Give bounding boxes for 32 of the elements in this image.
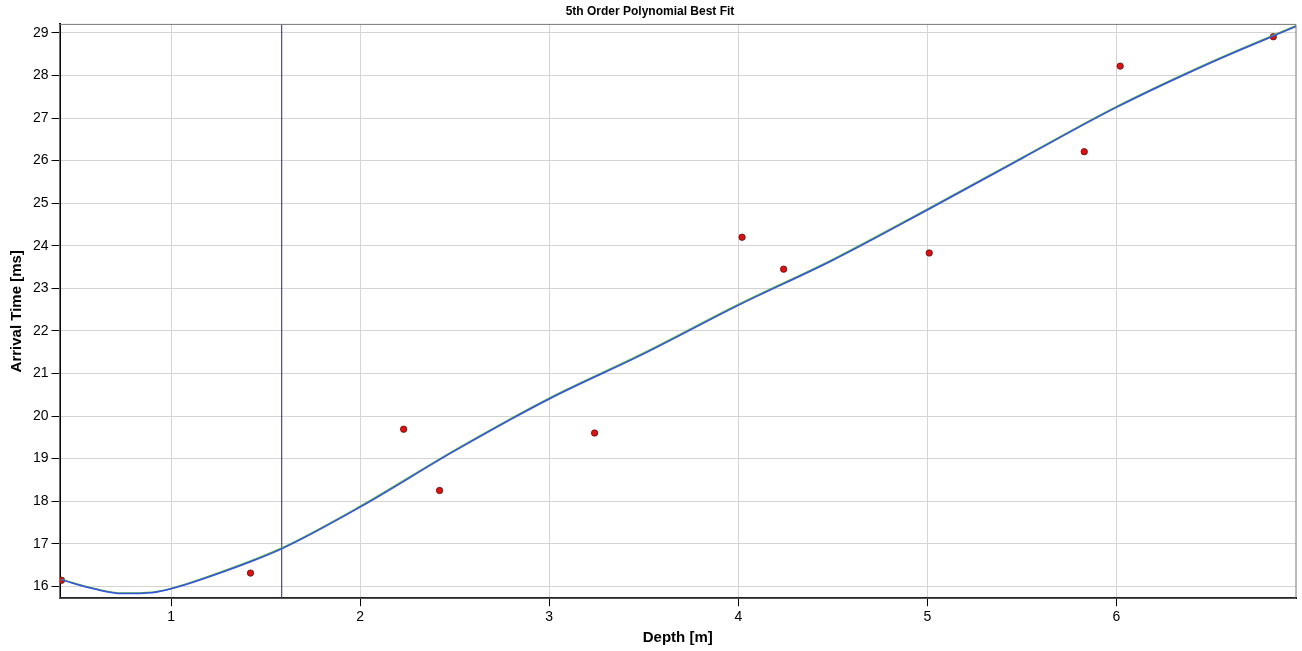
point <box>1116 62 1124 70</box>
y-tick-label: 26 <box>32 151 49 168</box>
x-tick-label: 1 <box>167 608 176 625</box>
x-tick-label: 5 <box>923 608 932 625</box>
x-tick-label: 3 <box>545 608 554 625</box>
point <box>591 429 599 437</box>
y-tick-label: 28 <box>32 66 49 83</box>
point <box>246 569 255 577</box>
y-tick-label: 17 <box>32 534 49 551</box>
chart-title: 5th Order Polynomial Best Fit <box>565 3 735 18</box>
y-tick-label: 29 <box>32 23 49 40</box>
x-tick-label: 4 <box>734 608 743 625</box>
y-tick-label: 16 <box>32 577 49 594</box>
y-tick-label: 18 <box>32 492 49 509</box>
y-tick-label: 23 <box>32 279 49 296</box>
y-tick-label: 25 <box>32 194 49 211</box>
x-tick-label: 2 <box>356 608 365 625</box>
x-tick-label: 6 <box>1112 608 1121 625</box>
x-axis-title: Depth [m] <box>642 628 713 646</box>
y-tick-label: 20 <box>32 406 49 423</box>
point <box>925 249 933 257</box>
y-axis-title: Arrival Time [ms] <box>7 250 25 373</box>
point <box>435 486 444 495</box>
y-tick-label: 19 <box>32 449 49 466</box>
y-tick-label: 27 <box>32 108 49 125</box>
y-tick-label: 24 <box>32 236 49 253</box>
point <box>738 233 746 241</box>
y-tick-label: 21 <box>32 364 49 381</box>
y-tick-label: 22 <box>32 321 49 338</box>
point <box>400 425 408 433</box>
point <box>1080 148 1088 156</box>
point <box>780 265 788 273</box>
